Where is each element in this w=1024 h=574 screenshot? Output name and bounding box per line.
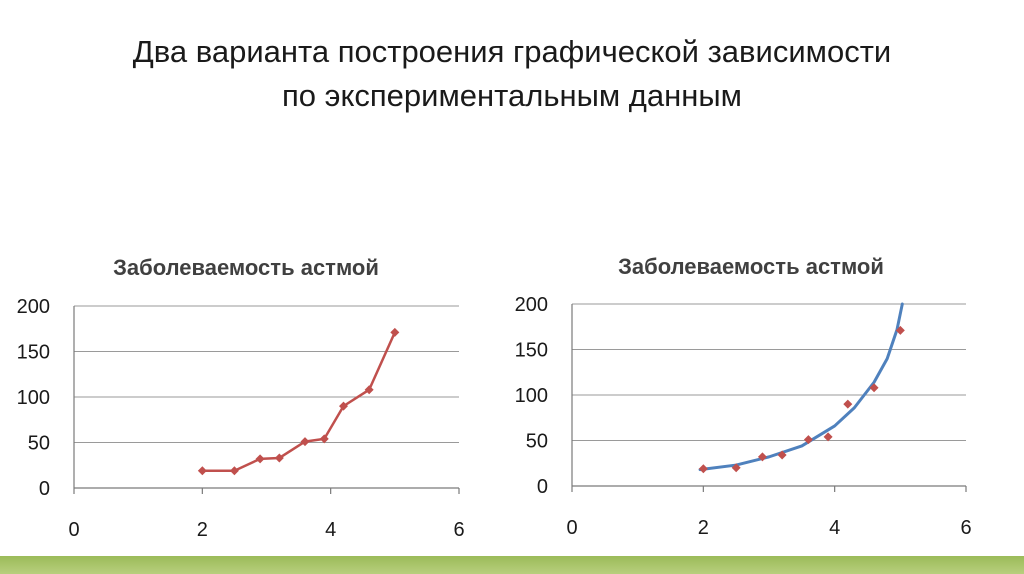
y-tick-label: 50 [526,431,548,453]
data-point [777,450,787,460]
data-point [255,454,265,464]
y-tick-label: 150 [17,342,50,364]
data-point [869,383,879,393]
data-point [300,437,310,447]
data-point [698,464,708,474]
data-point [319,434,329,444]
data-point [895,325,905,335]
chart-right-asthma-trend: Заболеваемость астмой 0 50 100 150 200 0 2 4 6 [515,254,972,539]
data-point [803,435,813,445]
x-tick-label: 6 [960,517,971,539]
data-point [229,466,239,476]
data-point [731,463,741,473]
y-tick-label: 150 [515,340,548,362]
data-point [364,385,374,395]
slide-title-line-2: по экспериментальным данным [282,78,742,113]
data-point [197,466,207,476]
data-point [339,401,348,411]
y-tick-label: 0 [39,478,50,500]
chart-title: Заболеваемость астмой [113,255,379,280]
slide-title-line-1: Два варианта построения графической зави… [132,34,892,69]
slide-title: Два варианта построения графической зави… [0,30,1024,118]
data-point [843,399,853,409]
x-tick-label: 6 [453,519,464,541]
x-tick-label: 4 [829,517,840,539]
chart-title: Заболеваемость астмой [618,254,884,279]
x-tick-label: 0 [68,519,79,541]
x-tick-label: 0 [566,517,577,539]
trendline [698,302,904,472]
chart-left-asthma-line: Заболеваемость астмой 0 50 100 150 200 0 2 4 6 [17,255,465,541]
data-point [390,327,400,337]
y-tick-label: 50 [28,433,50,455]
data-point [757,452,767,462]
x-tick-label: 2 [698,517,709,539]
y-tick-label: 0 [537,476,548,498]
x-tick-label: 2 [197,519,208,541]
y-tick-label: 200 [17,296,50,318]
series-line [202,331,396,472]
data-point [274,453,284,463]
y-tick-label: 100 [17,387,50,409]
x-tick-label: 4 [325,519,336,541]
data-point [823,432,833,442]
y-tick-label: 200 [515,294,548,316]
y-tick-label: 100 [515,385,548,407]
bottom-decor-bar [0,556,1024,574]
